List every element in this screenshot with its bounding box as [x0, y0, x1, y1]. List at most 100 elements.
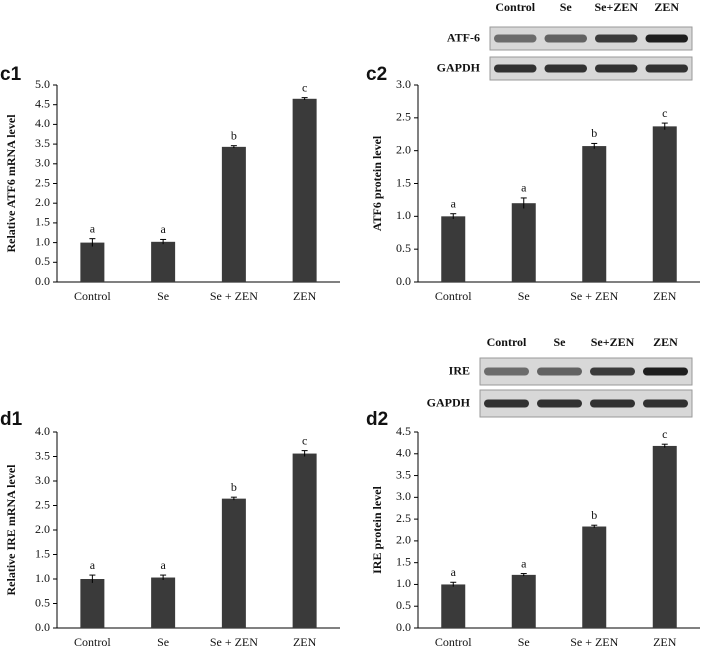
- bar: [511, 574, 536, 628]
- blot-band: [484, 399, 529, 408]
- y-tick-label: 1.5: [396, 554, 411, 568]
- significance-letter: c: [302, 433, 307, 447]
- y-tick-label: 0.0: [396, 274, 411, 288]
- bar: [652, 445, 677, 628]
- significance-letter: b: [231, 128, 237, 142]
- bar: [80, 242, 105, 282]
- y-tick-label: 2.0: [35, 195, 50, 209]
- y-tick-label: 1.5: [35, 546, 50, 560]
- blot-band: [484, 367, 529, 376]
- x-tick-label: Control: [435, 635, 472, 648]
- y-tick-label: 1.0: [396, 208, 411, 222]
- x-tick-label: Control: [74, 635, 111, 648]
- bar: [441, 216, 466, 282]
- x-tick-label: Se: [518, 289, 530, 303]
- blot-band: [645, 34, 688, 43]
- panel-label: d2: [366, 409, 388, 430]
- y-tick-label: 1.5: [396, 175, 411, 189]
- bar: [511, 203, 536, 282]
- blot-lane-label: Control: [495, 0, 535, 14]
- bar: [221, 146, 246, 282]
- y-tick-label: 5.0: [35, 77, 50, 91]
- y-tick-label: 4.5: [396, 424, 411, 438]
- y-axis-title: Relative IRE mRNA level: [4, 464, 18, 596]
- bar: [80, 579, 105, 628]
- y-tick-label: 3.0: [35, 156, 50, 170]
- significance-letter: c: [662, 106, 667, 120]
- y-tick-label: 2.0: [35, 522, 50, 536]
- blot-row-label: ATF-6: [447, 30, 480, 44]
- blot-band: [537, 399, 582, 408]
- blot-band: [590, 399, 635, 408]
- y-axis-title: Relative ATF6 mRNA level: [4, 114, 18, 253]
- blot-band: [643, 399, 688, 408]
- y-tick-label: 4.0: [396, 446, 411, 460]
- y-tick-label: 2.0: [396, 533, 411, 547]
- y-tick-label: 1.0: [396, 576, 411, 590]
- x-tick-label: Se: [157, 289, 169, 303]
- bar: [292, 453, 317, 628]
- y-tick-label: 3.0: [35, 473, 50, 487]
- significance-letter: a: [90, 221, 96, 235]
- blot-row-label: IRE: [449, 363, 470, 377]
- blot-band: [595, 64, 638, 73]
- blot-lane-label: Control: [487, 335, 527, 349]
- y-tick-label: 0.5: [396, 241, 411, 255]
- y-tick-label: 2.5: [396, 110, 411, 124]
- blot-lane-label: ZEN: [654, 0, 679, 14]
- y-tick-label: 1.0: [35, 234, 50, 248]
- y-tick-label: 2.5: [35, 497, 50, 511]
- blot-panel: [489, 26, 693, 51]
- blot-band: [537, 367, 582, 376]
- y-tick-label: 2.5: [35, 175, 50, 189]
- bar: [582, 146, 607, 282]
- bar: [151, 577, 176, 628]
- y-tick-label: 4.0: [35, 424, 50, 438]
- bar: [652, 126, 677, 283]
- bar: [582, 526, 607, 628]
- y-tick-label: 4.0: [35, 116, 50, 130]
- y-tick-label: 0.5: [35, 254, 50, 268]
- blot-band: [544, 34, 587, 43]
- panel-label: c2: [366, 64, 387, 85]
- x-tick-label: Se: [518, 635, 530, 648]
- y-axis-title: ATF6 protein level: [370, 135, 384, 231]
- significance-letter: a: [521, 181, 527, 195]
- significance-letter: b: [231, 480, 237, 494]
- y-tick-label: 3.0: [396, 489, 411, 503]
- significance-letter: a: [451, 196, 457, 210]
- blot-panel: [489, 56, 693, 81]
- significance-letter: a: [451, 565, 457, 579]
- blot-row-label: GAPDH: [437, 60, 481, 74]
- y-tick-label: 2.0: [396, 142, 411, 156]
- y-tick-label: 0.0: [35, 274, 50, 288]
- blot-lane-label: Se: [554, 335, 567, 349]
- x-tick-label: Se: [157, 635, 169, 648]
- x-tick-label: Se + ZEN: [570, 289, 618, 303]
- y-tick-label: 0.0: [35, 620, 50, 634]
- bar: [441, 584, 466, 628]
- blot-lane-label: ZEN: [653, 335, 678, 349]
- x-tick-label: ZEN: [293, 635, 317, 648]
- blot-band: [544, 64, 587, 73]
- x-tick-label: Se + ZEN: [570, 635, 618, 648]
- blot-lane-label: Se+ZEN: [591, 335, 635, 349]
- y-tick-label: 0.5: [35, 595, 50, 609]
- blot-band: [494, 34, 537, 43]
- x-tick-label: Control: [435, 289, 472, 303]
- y-tick-label: 2.5: [396, 511, 411, 525]
- y-tick-label: 3.5: [396, 467, 411, 481]
- y-tick-label: 3.5: [35, 136, 50, 150]
- significance-letter: a: [160, 558, 166, 572]
- significance-letter: c: [302, 80, 307, 94]
- panel-label: d1: [0, 409, 23, 430]
- y-tick-label: 3.0: [396, 77, 411, 91]
- y-axis-title: IRE protein level: [370, 485, 384, 573]
- x-tick-label: ZEN: [653, 289, 677, 303]
- significance-letter: a: [90, 558, 96, 572]
- bar: [221, 498, 246, 628]
- x-tick-label: Se + ZEN: [210, 289, 258, 303]
- significance-letter: c: [662, 427, 667, 441]
- y-tick-label: 0.5: [396, 598, 411, 612]
